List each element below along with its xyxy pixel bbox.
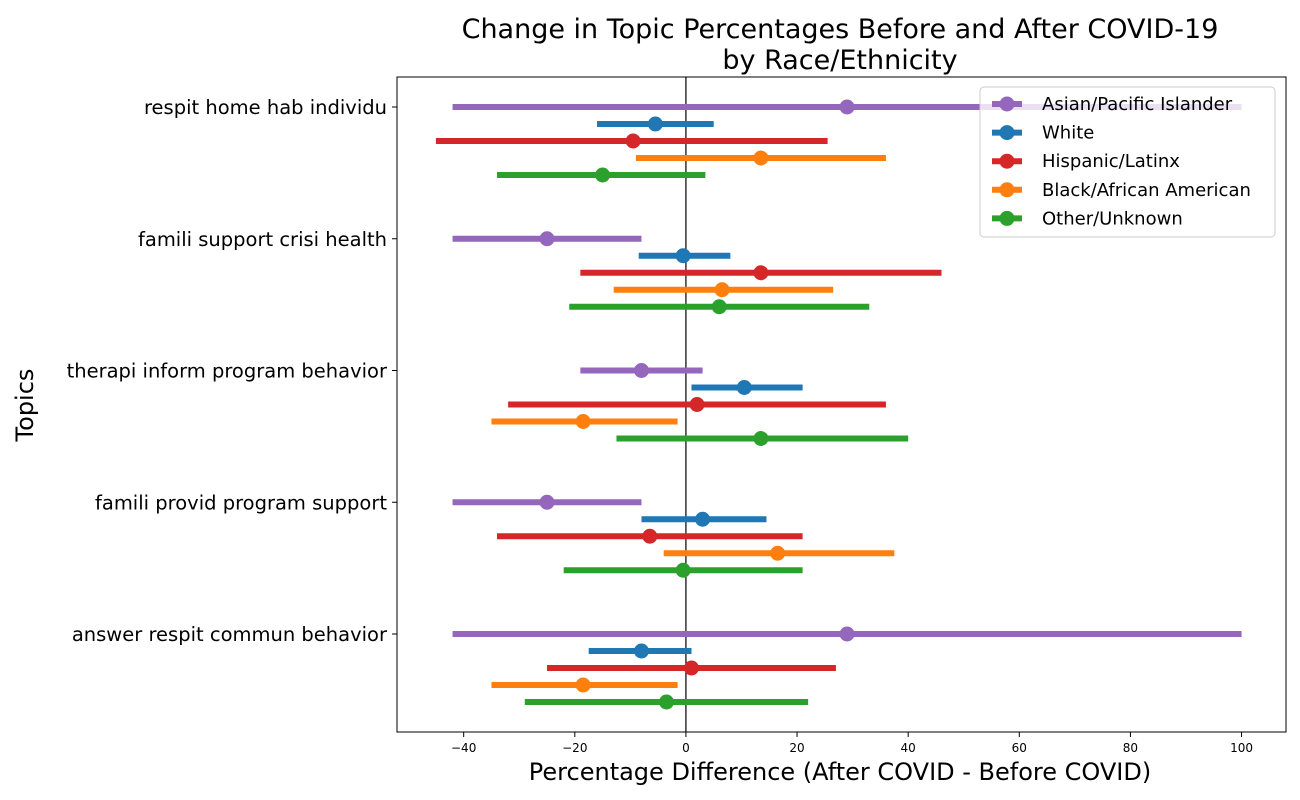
plot-area xyxy=(396,76,1287,733)
point-marker xyxy=(595,167,611,183)
point-marker xyxy=(753,431,769,446)
legend-swatch-marker xyxy=(999,210,1015,226)
point-marker xyxy=(770,545,786,561)
x-tick-label: 100 xyxy=(1230,741,1253,755)
point-marker xyxy=(539,231,555,247)
point-marker xyxy=(839,99,855,115)
plot-frame xyxy=(396,76,1287,733)
point-marker xyxy=(675,248,691,264)
x-axis-label: Percentage Difference (After COVID - Bef… xyxy=(529,758,1151,786)
x-tick-label: −40 xyxy=(451,741,476,755)
point-marker xyxy=(575,414,591,429)
y-categories: respit home hab individu famili support c… xyxy=(67,96,397,646)
topic-label: respit home hab individu xyxy=(144,96,387,119)
point-marker xyxy=(658,694,674,710)
x-tick-label: 0 xyxy=(682,741,690,755)
legend-label: Other/Unknown xyxy=(1042,208,1183,229)
chart-title-line1: Change in Topic Percentages Before and A… xyxy=(462,14,1219,45)
legend-label: Hispanic/Latinx xyxy=(1042,151,1180,172)
point-marker xyxy=(695,511,711,527)
point-marker xyxy=(753,265,769,281)
point-marker xyxy=(753,150,769,166)
legend-label: White xyxy=(1042,123,1094,144)
legend-label: Asian/Pacific Islander xyxy=(1042,94,1233,115)
legend: Asian/Pacific Islander White Hispanic/Lati… xyxy=(979,86,1276,238)
topic-label: famili provid program support xyxy=(95,491,387,514)
x-tick-label: 40 xyxy=(901,741,916,755)
y-axis-label: Topics xyxy=(11,369,39,443)
point-marker xyxy=(736,380,752,395)
point-marker xyxy=(839,626,855,642)
legend-swatch-marker xyxy=(999,153,1015,169)
legend-label: Black/African American xyxy=(1042,180,1251,201)
x-tick-label: 20 xyxy=(789,741,804,755)
point-marker xyxy=(647,116,663,132)
x-tick-label: 60 xyxy=(1012,741,1027,755)
x-ticks: −40 −20 0 20 40 60 80 100 xyxy=(451,732,1253,755)
point-marker xyxy=(642,528,658,544)
x-tick-label: −20 xyxy=(562,741,587,755)
point-marker xyxy=(575,677,591,693)
point-marker xyxy=(625,133,641,149)
topic-label: therapi inform program behavior xyxy=(67,360,388,383)
point-marker xyxy=(539,494,555,510)
legend-swatch-marker xyxy=(999,125,1015,141)
legend-swatch-marker xyxy=(999,182,1015,198)
chart-title-line2: by Race/Ethnicity xyxy=(722,45,957,76)
point-marker xyxy=(675,562,691,578)
point-marker xyxy=(633,643,649,659)
point-marker xyxy=(689,397,705,412)
point-marker xyxy=(683,660,699,676)
topic-label: famili support crisi health xyxy=(138,228,387,251)
x-tick-label: 80 xyxy=(1123,741,1138,755)
point-marker xyxy=(633,363,649,378)
topic-label: answer respit commun behavior xyxy=(72,623,388,646)
legend-box xyxy=(979,86,1276,238)
point-marker xyxy=(711,299,727,315)
legend-swatch-marker xyxy=(999,96,1015,112)
point-marker xyxy=(714,282,730,298)
